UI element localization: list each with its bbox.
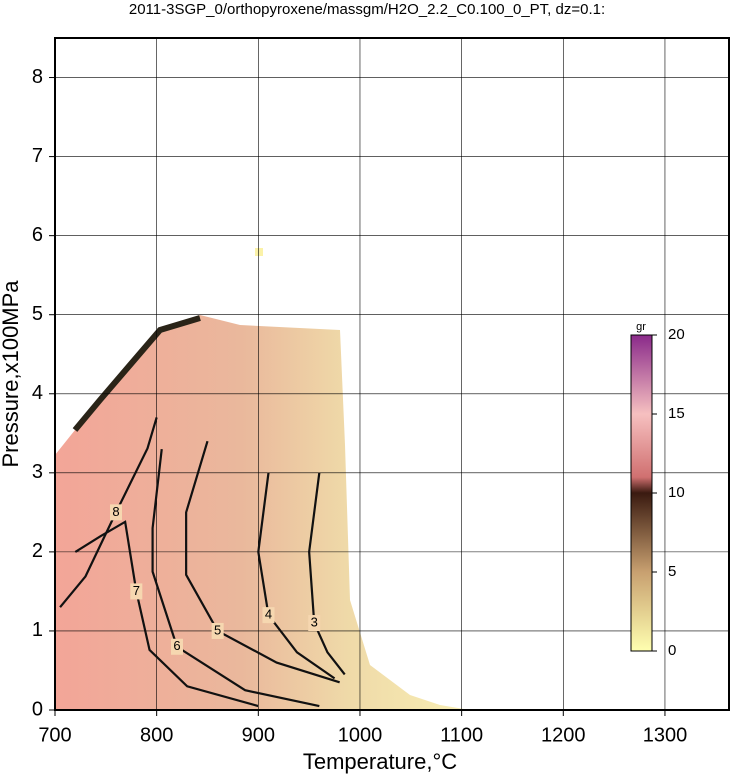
colorbar-label: gr: [636, 321, 646, 333]
contour-label-bg: [262, 607, 275, 624]
y-tick-label: 3: [32, 461, 43, 483]
contour-line: [185, 440, 340, 684]
contour-label-bg: [308, 615, 321, 632]
y-tick-label: 2: [32, 540, 43, 562]
contour-label: 6: [173, 638, 180, 653]
x-tick-label: 1100: [440, 724, 483, 746]
x-tick-label: 900: [242, 724, 275, 746]
x-tick-label: 700: [38, 724, 71, 746]
contour-label-bg: [109, 504, 122, 521]
y-tick-label: 0: [32, 698, 43, 720]
plot-area: [55, 248, 470, 710]
contour-label: 4: [265, 607, 272, 622]
y-tick-label: 7: [32, 145, 43, 167]
x-tick-label: 1000: [338, 724, 383, 746]
y-tick-label: 6: [32, 224, 43, 246]
y-tick-label: 1: [32, 619, 43, 641]
x-tick-label: 800: [140, 724, 173, 746]
colorbar-tick-label: 20: [668, 326, 685, 343]
dense-edge: [72, 315, 201, 432]
contour-label: 3: [311, 614, 318, 629]
x-tick-label: 1200: [541, 724, 586, 746]
colorbar-tick-label: 10: [668, 484, 685, 501]
colorbar-tick-label: 0: [668, 642, 676, 659]
x-axis-label: Temperature,°C: [303, 749, 457, 774]
isolated-cell: [255, 248, 263, 256]
colorbar-tick-label: 5: [668, 563, 676, 580]
contour-label: 5: [214, 622, 221, 637]
colorbar: [630, 334, 653, 652]
plot-frame: [54, 37, 730, 711]
contour-label-bg: [170, 638, 183, 655]
contour-line: [151, 448, 320, 708]
chart-title: 2011-3SGP_0/orthopyroxene/massgm/H2O_2.2…: [129, 1, 605, 18]
y-tick-label: 4: [32, 382, 43, 404]
contour-label-bg: [211, 622, 224, 639]
contour-label-bg: [130, 583, 143, 600]
contour-label: 7: [133, 583, 140, 598]
contour-label: 8: [112, 504, 119, 519]
y-axis-label: Pressure,x100MPa: [0, 280, 23, 468]
x-tick-label: 1300: [643, 724, 688, 746]
y-tick-label: 5: [32, 303, 43, 325]
y-tick-label: 8: [32, 66, 43, 88]
colorbar-tick-label: 15: [668, 405, 685, 422]
